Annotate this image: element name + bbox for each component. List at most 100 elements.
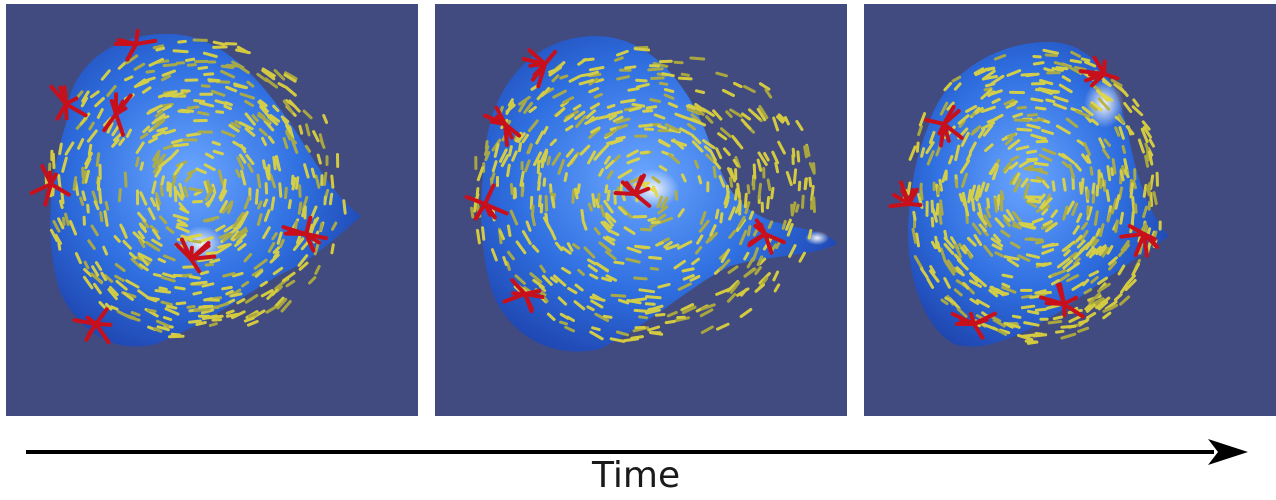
- director-streak: [268, 113, 281, 123]
- director-streak: [161, 69, 176, 77]
- director-streak: [297, 254, 309, 267]
- defect-streak: [1062, 295, 1079, 306]
- director-streak: [626, 299, 642, 305]
- director-streak: [1032, 61, 1045, 66]
- director-streak: [767, 220, 774, 229]
- director-streak: [185, 57, 196, 62]
- director-streak: [758, 105, 769, 120]
- director-streak: [276, 297, 288, 310]
- director-streak: [272, 266, 284, 276]
- director-streak: [111, 138, 120, 148]
- director-streak: [939, 247, 947, 263]
- director-streak: [1003, 255, 1020, 261]
- director-streak: [594, 78, 605, 83]
- director-streak: [694, 159, 700, 169]
- director-streak: [261, 68, 276, 81]
- director-streak: [633, 308, 649, 313]
- director-streak: [302, 109, 313, 120]
- director-streak: [674, 190, 679, 201]
- director-streak: [236, 233, 247, 244]
- defect-streak: [1062, 302, 1067, 317]
- director-streak: [772, 270, 780, 282]
- director-streak: [604, 129, 617, 137]
- director-streak: [1006, 69, 1022, 77]
- director-streak: [1078, 181, 1083, 195]
- director-streak: [57, 217, 65, 230]
- director-streak: [687, 103, 703, 112]
- director-streak: [727, 265, 739, 274]
- director-streak: [785, 171, 793, 186]
- director-streak: [195, 321, 207, 326]
- director-streak: [296, 234, 302, 245]
- director-streak: [199, 101, 215, 108]
- director-streak: [139, 191, 148, 206]
- director-streak: [159, 183, 164, 197]
- director-streak: [573, 300, 586, 311]
- director-streak: [658, 165, 668, 172]
- director-streak: [303, 163, 310, 179]
- director-streak: [978, 181, 986, 198]
- director-streak: [994, 217, 1005, 228]
- director-streak: [290, 174, 295, 186]
- director-streak: [203, 163, 216, 172]
- director-streak: [908, 145, 917, 161]
- director-streak: [171, 175, 177, 187]
- director-streak: [206, 298, 220, 302]
- director-streak: [715, 147, 723, 160]
- director-streak: [961, 172, 968, 188]
- director-streak: [586, 305, 595, 312]
- director-streak: [591, 193, 596, 208]
- director-streak: [1076, 139, 1086, 147]
- director-streak: [1124, 278, 1137, 292]
- director-streak: [1119, 169, 1125, 182]
- director-streak: [1027, 309, 1040, 315]
- director-streak: [549, 183, 553, 195]
- director-streak: [130, 257, 144, 270]
- director-streak: [739, 308, 753, 318]
- defect-streak: [483, 113, 507, 126]
- director-streak: [1113, 82, 1127, 95]
- director-streak: [714, 208, 720, 220]
- director-streak: [725, 110, 733, 118]
- director-streak: [156, 325, 170, 332]
- director-streak: [1041, 147, 1057, 156]
- director-streak: [1078, 319, 1089, 325]
- director-streak: [989, 162, 998, 175]
- director-streak: [148, 242, 161, 252]
- director-streak: [241, 280, 250, 288]
- director-streak: [548, 67, 560, 74]
- director-streak: [125, 54, 139, 65]
- director-streak: [330, 174, 335, 189]
- director-streak: [555, 107, 566, 117]
- director-streak: [287, 199, 292, 210]
- director-streak: [254, 188, 259, 205]
- director-streak: [557, 296, 568, 306]
- director-streak: [186, 105, 200, 110]
- director-streak: [712, 109, 723, 121]
- director-streak: [142, 125, 151, 134]
- director-streak: [222, 272, 236, 278]
- director-streak: [188, 319, 202, 324]
- director-streak: [1010, 241, 1021, 249]
- director-streak: [1026, 113, 1038, 117]
- director-streak: [936, 185, 941, 195]
- director-streak: [508, 145, 513, 157]
- director-streak: [1003, 98, 1015, 106]
- director-streak: [264, 182, 269, 195]
- director-streak: [261, 67, 276, 78]
- director-streak: [562, 96, 575, 105]
- director-streak: [598, 168, 605, 177]
- director-streak: [295, 176, 300, 190]
- director-streak: [502, 256, 508, 266]
- director-streak: [906, 181, 912, 196]
- director-streak: [967, 188, 972, 204]
- director-streak: [1003, 217, 1011, 228]
- director-streak: [211, 183, 217, 195]
- director-streak: [158, 215, 168, 225]
- director-streak: [1142, 126, 1152, 139]
- director-streak: [583, 246, 596, 259]
- director-streak: [951, 75, 962, 83]
- director-streak: [322, 114, 329, 124]
- director-streak: [984, 143, 994, 152]
- director-streak: [626, 149, 639, 158]
